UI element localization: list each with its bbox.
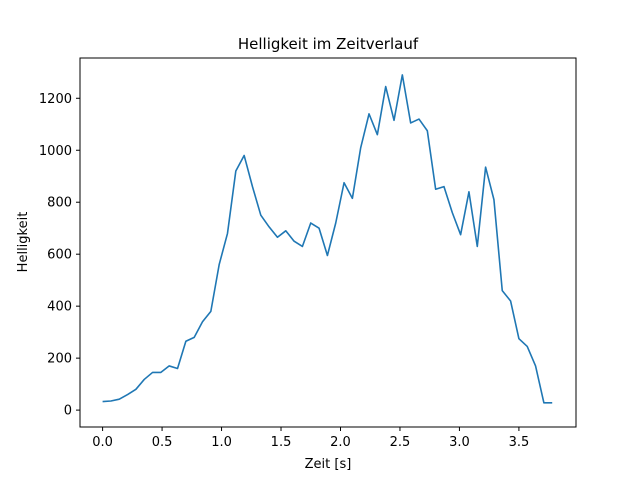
x-tick-label: 3.0 [449,435,470,450]
x-tick-label: 3.5 [509,435,530,450]
plot-frame [79,57,577,428]
x-axis: 0.0 0.5 1.0 1.5 2.0 2.5 3.0 3.5 [92,427,529,450]
y-tick-label: 200 [47,352,72,367]
series-line-0 [102,74,553,404]
x-tick-label: 2.5 [390,435,411,450]
chart-title: Helligkeit im Zeitverlauf [238,35,419,53]
x-axis-label: Zeit [s] [305,457,352,472]
y-tick-label: 600 [47,248,72,263]
y-tick-label: 800 [47,196,72,211]
y-axis: 0 200 400 600 800 1000 1200 [39,92,80,419]
x-tick-label: 2.0 [330,435,351,450]
y-tick-label: 1000 [39,144,72,159]
y-axis-label: Helligkeit [16,212,31,273]
y-tick-label: 0 [64,404,72,419]
x-tick-label: 0.0 [92,435,113,450]
y-tick-label: 400 [47,300,72,315]
y-tick-label: 1200 [39,92,72,107]
x-tick-label: 1.5 [271,435,292,450]
x-tick-label: 1.0 [211,435,232,450]
x-tick-label: 0.5 [152,435,173,450]
